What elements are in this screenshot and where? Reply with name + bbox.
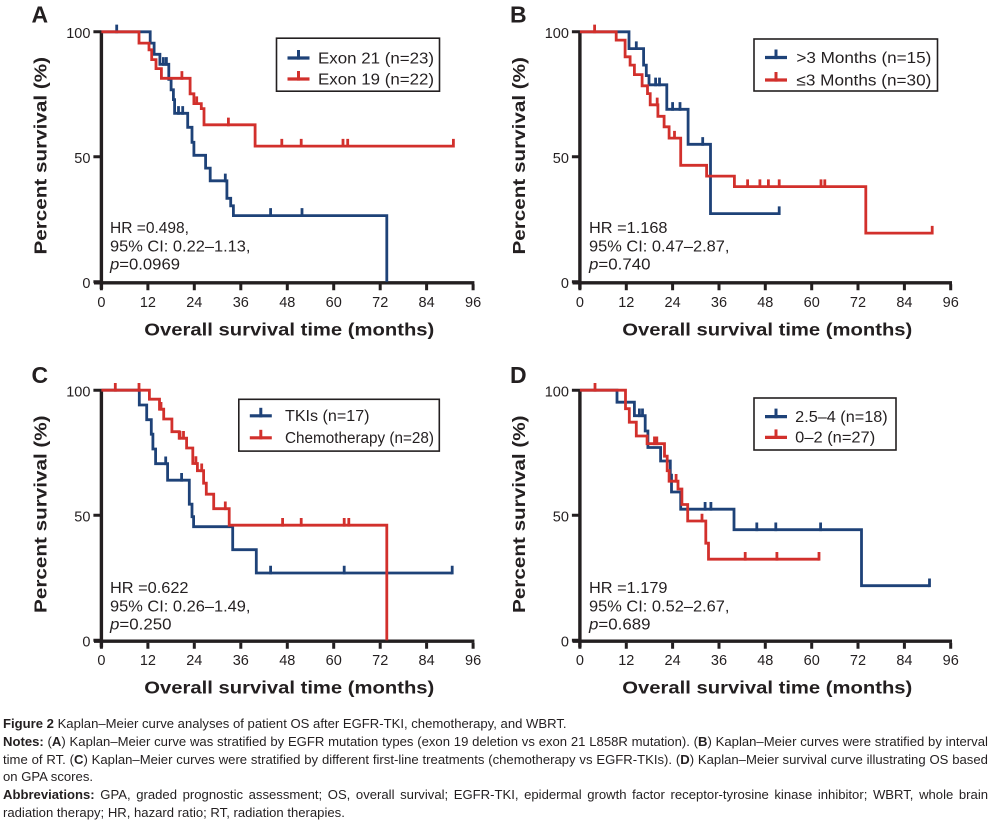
- svg-text:72: 72: [850, 295, 866, 311]
- svg-text:12: 12: [618, 653, 634, 669]
- svg-text:Exon 19 (n=22): Exon 19 (n=22): [318, 71, 434, 88]
- svg-text:95% CI: 0.47–2.87,: 95% CI: 0.47–2.87,: [589, 238, 730, 255]
- svg-text:B: B: [510, 2, 527, 28]
- svg-text:95% CI: 0.22–1.13,: 95% CI: 0.22–1.13,: [110, 238, 251, 255]
- svg-text:HR =1.168: HR =1.168: [589, 220, 668, 237]
- svg-text:≤3 Months (n=30): ≤3 Months (n=30): [796, 72, 931, 89]
- svg-text:12: 12: [140, 653, 156, 669]
- svg-text:96: 96: [943, 653, 959, 669]
- svg-text:0: 0: [561, 635, 569, 651]
- svg-text:p=0.689: p=0.689: [588, 617, 651, 634]
- svg-text:60: 60: [326, 653, 342, 669]
- svg-text:48: 48: [757, 653, 773, 669]
- svg-text:24: 24: [665, 653, 681, 669]
- svg-text:36: 36: [711, 653, 727, 669]
- svg-text:84: 84: [896, 653, 912, 669]
- svg-text:0: 0: [82, 276, 90, 292]
- svg-text:HR =0.498,: HR =0.498,: [110, 220, 189, 237]
- svg-text:96: 96: [465, 653, 481, 669]
- svg-text:A: A: [32, 2, 49, 28]
- svg-text:0–2 (n=27): 0–2 (n=27): [795, 430, 875, 447]
- svg-text:84: 84: [419, 295, 435, 311]
- svg-text:Percent survival (%): Percent survival (%): [30, 57, 50, 255]
- svg-text:95% CI: 0.52–2.67,: 95% CI: 0.52–2.67,: [589, 598, 730, 615]
- svg-text:0: 0: [576, 653, 584, 669]
- svg-text:36: 36: [233, 295, 249, 311]
- svg-text:36: 36: [233, 653, 249, 669]
- svg-text:12: 12: [618, 295, 634, 311]
- svg-text:24: 24: [665, 295, 681, 311]
- svg-text:50: 50: [553, 151, 569, 167]
- svg-text:48: 48: [279, 295, 295, 311]
- svg-text:60: 60: [804, 653, 820, 669]
- svg-text:Percent survival (%): Percent survival (%): [509, 415, 529, 613]
- svg-text:50: 50: [74, 151, 90, 167]
- svg-text:50: 50: [74, 510, 90, 526]
- svg-text:24: 24: [186, 295, 202, 311]
- svg-text:100: 100: [545, 385, 569, 401]
- svg-text:95% CI: 0.26–1.49,: 95% CI: 0.26–1.49,: [110, 598, 251, 615]
- svg-text:p=0.0969: p=0.0969: [109, 257, 180, 274]
- svg-text:Chemotherapy (n=28): Chemotherapy (n=28): [285, 430, 434, 447]
- svg-text:Percent survival (%): Percent survival (%): [509, 57, 529, 255]
- svg-text:Exon 21 (n=23): Exon 21 (n=23): [318, 50, 434, 67]
- svg-text:100: 100: [545, 26, 569, 42]
- svg-text:96: 96: [943, 295, 959, 311]
- svg-text:96: 96: [465, 295, 481, 311]
- svg-text:Percent survival (%): Percent survival (%): [30, 415, 50, 613]
- svg-text:48: 48: [279, 653, 295, 669]
- svg-text:50: 50: [553, 510, 569, 526]
- svg-text:36: 36: [711, 295, 727, 311]
- svg-text:Overall survival time (months): Overall survival time (months): [622, 319, 912, 339]
- svg-text:0: 0: [97, 653, 105, 669]
- svg-text:Overall survival time (months): Overall survival time (months): [144, 678, 434, 698]
- svg-text:72: 72: [372, 653, 388, 669]
- svg-text:HR =1.179: HR =1.179: [589, 580, 668, 597]
- svg-text:D: D: [510, 362, 527, 388]
- svg-text:100: 100: [66, 385, 90, 401]
- svg-text:>3 Months (n=15): >3 Months (n=15): [796, 50, 931, 67]
- svg-text:100: 100: [66, 26, 90, 42]
- svg-text:48: 48: [757, 295, 773, 311]
- svg-text:84: 84: [419, 653, 435, 669]
- svg-text:p=0.250: p=0.250: [109, 617, 172, 634]
- svg-text:HR =0.622: HR =0.622: [110, 580, 189, 597]
- svg-text:2.5–4 (n=18): 2.5–4 (n=18): [795, 409, 888, 426]
- svg-text:0: 0: [576, 295, 584, 311]
- svg-text:Overall survival time (months): Overall survival time (months): [622, 678, 912, 698]
- svg-text:0: 0: [561, 276, 569, 292]
- svg-text:24: 24: [186, 653, 202, 669]
- svg-text:0: 0: [97, 295, 105, 311]
- svg-text:p=0.740: p=0.740: [588, 257, 651, 274]
- svg-text:12: 12: [140, 295, 156, 311]
- svg-text:72: 72: [850, 653, 866, 669]
- svg-text:TKIs (n=17): TKIs (n=17): [285, 408, 370, 425]
- svg-text:60: 60: [326, 295, 342, 311]
- svg-text:60: 60: [804, 295, 820, 311]
- svg-text:84: 84: [896, 295, 912, 311]
- svg-text:Overall survival time (months): Overall survival time (months): [144, 319, 434, 339]
- svg-text:C: C: [32, 362, 49, 388]
- svg-text:72: 72: [372, 295, 388, 311]
- svg-text:0: 0: [82, 635, 90, 651]
